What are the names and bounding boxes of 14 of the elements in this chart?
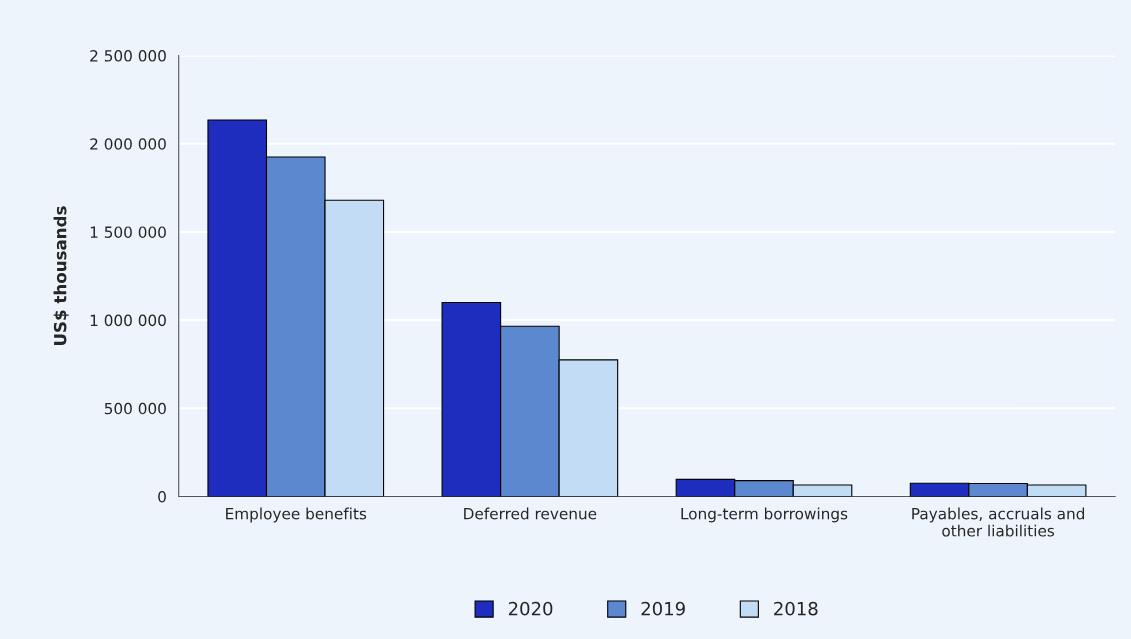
legend-label: 2020 xyxy=(508,601,553,616)
y-tick-label: 2 000 000 xyxy=(90,138,166,150)
y-axis-title: US$ thousands xyxy=(53,206,69,345)
legend-label: 2018 xyxy=(774,601,818,616)
x-tick-label: Payables, accruals and other liabilities xyxy=(912,507,1085,537)
x-tick-label: Long-term borrowings xyxy=(681,507,848,523)
y-tick-label: 0 xyxy=(158,490,166,503)
y-tick-label: 1 000 000 xyxy=(90,314,166,327)
y-tick-label: 2 500 000 xyxy=(90,50,166,62)
legend-label: 2019 xyxy=(641,601,685,616)
x-tick-label: Employee benefits xyxy=(226,507,367,523)
y-tick-label: 1 500 000 xyxy=(90,226,166,238)
x-tick-label: Deferred revenue xyxy=(464,507,597,520)
y-tick-label: 500 000 xyxy=(104,402,166,415)
